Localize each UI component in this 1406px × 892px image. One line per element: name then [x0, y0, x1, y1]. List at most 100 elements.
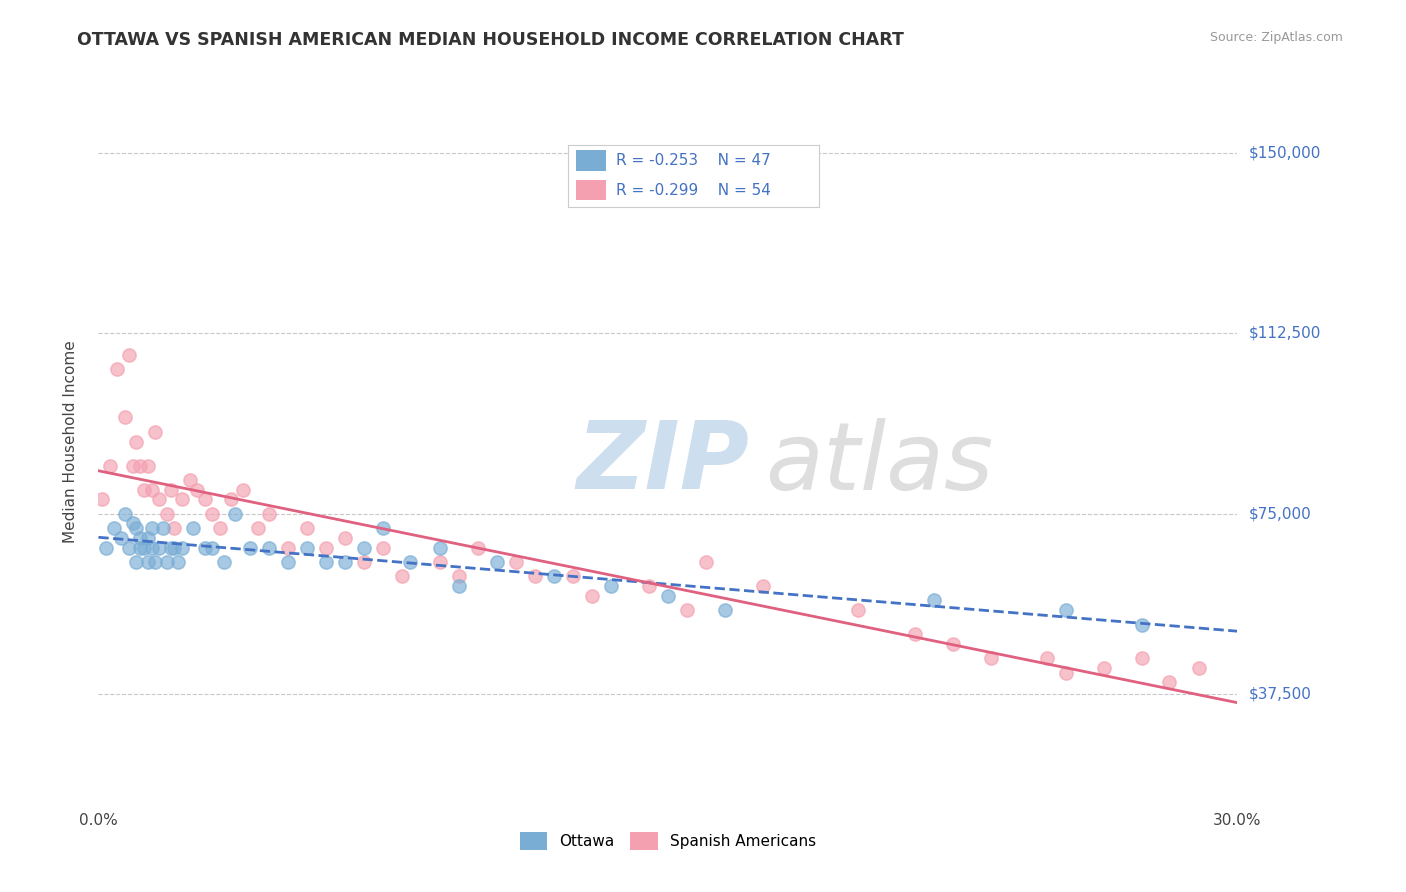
Point	[141, 483, 163, 497]
Point	[194, 541, 217, 555]
Point	[524, 569, 547, 583]
Point	[1132, 651, 1154, 665]
Point	[232, 483, 254, 497]
Point	[904, 627, 927, 641]
Point	[449, 569, 471, 583]
Point	[259, 507, 281, 521]
Point	[141, 521, 163, 535]
Text: atlas: atlas	[765, 417, 993, 508]
Point	[129, 541, 152, 555]
Point	[676, 603, 699, 617]
Point	[167, 555, 190, 569]
Point	[398, 555, 420, 569]
Point	[353, 541, 375, 555]
Point	[201, 507, 224, 521]
Point	[114, 507, 136, 521]
Point	[152, 521, 174, 535]
Text: ZIP: ZIP	[576, 417, 749, 509]
Point	[1157, 675, 1180, 690]
Point	[1094, 661, 1116, 675]
Point	[103, 521, 125, 535]
Point	[118, 348, 141, 362]
Point	[94, 541, 117, 555]
Text: $150,000: $150,000	[1249, 145, 1320, 160]
Point	[159, 541, 181, 555]
Legend: Ottawa, Spanish Americans: Ottawa, Spanish Americans	[513, 826, 823, 856]
Point	[638, 579, 661, 593]
Point	[141, 541, 163, 555]
Point	[125, 555, 148, 569]
Point	[145, 425, 167, 439]
Point	[1056, 665, 1078, 680]
Point	[1056, 603, 1078, 617]
Point	[224, 507, 246, 521]
Point	[315, 541, 337, 555]
Point	[505, 555, 527, 569]
Point	[277, 555, 299, 569]
Point	[429, 555, 451, 569]
Point	[467, 541, 489, 555]
Point	[277, 541, 299, 555]
Text: $37,500: $37,500	[1249, 687, 1312, 702]
Point	[979, 651, 1001, 665]
Bar	[575, 151, 606, 170]
Point	[371, 541, 394, 555]
Point	[391, 569, 413, 583]
Point	[107, 362, 129, 376]
Text: R = -0.253    N = 47: R = -0.253 N = 47	[616, 153, 770, 168]
Point	[110, 531, 132, 545]
Point	[136, 458, 159, 473]
Bar	[575, 180, 606, 201]
Point	[486, 555, 509, 569]
Point	[846, 603, 869, 617]
Point	[371, 521, 394, 535]
Point	[259, 541, 281, 555]
Point	[752, 579, 775, 593]
Point	[148, 492, 170, 507]
Point	[179, 473, 201, 487]
Y-axis label: Median Household Income: Median Household Income	[63, 340, 77, 543]
Text: Source: ZipAtlas.com: Source: ZipAtlas.com	[1209, 31, 1343, 45]
Point	[335, 555, 357, 569]
Point	[136, 531, 159, 545]
Point	[132, 483, 155, 497]
Point	[98, 458, 121, 473]
Point	[114, 410, 136, 425]
Point	[194, 492, 217, 507]
Point	[118, 541, 141, 555]
Point	[156, 507, 179, 521]
Point	[121, 458, 143, 473]
Text: $75,000: $75,000	[1249, 507, 1312, 521]
Point	[1036, 651, 1059, 665]
Point	[148, 541, 170, 555]
Point	[91, 492, 114, 507]
Point	[714, 603, 737, 617]
Point	[156, 555, 179, 569]
Point	[335, 531, 357, 545]
Point	[129, 458, 152, 473]
Point	[163, 541, 186, 555]
Point	[163, 521, 186, 535]
Point	[695, 555, 717, 569]
Point	[183, 521, 205, 535]
Text: $112,500: $112,500	[1249, 326, 1320, 341]
Point	[121, 516, 143, 531]
Point	[212, 555, 235, 569]
Point	[315, 555, 337, 569]
Point	[562, 569, 585, 583]
Point	[297, 521, 319, 535]
Point	[353, 555, 375, 569]
Point	[246, 521, 269, 535]
Point	[129, 531, 152, 545]
Point	[186, 483, 208, 497]
Point	[132, 541, 155, 555]
Point	[297, 541, 319, 555]
Point	[145, 555, 167, 569]
Point	[600, 579, 623, 593]
Point	[159, 483, 181, 497]
Point	[1188, 661, 1211, 675]
Point	[449, 579, 471, 593]
Point	[221, 492, 243, 507]
Point	[125, 521, 148, 535]
Point	[429, 541, 451, 555]
